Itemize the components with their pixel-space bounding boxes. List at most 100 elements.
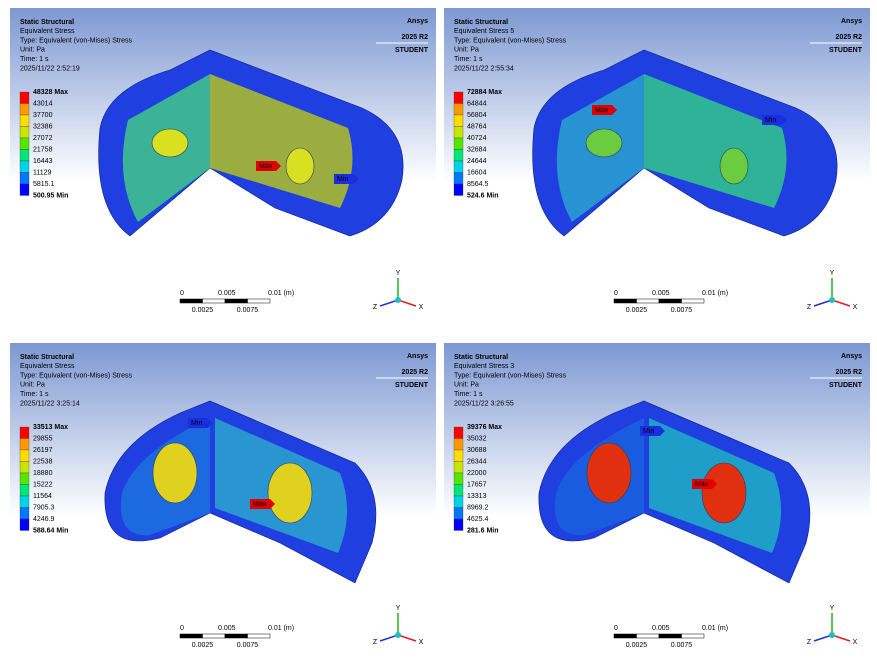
legend-label: 11129 xyxy=(33,169,52,176)
legend-swatch xyxy=(19,103,30,116)
probe-label: Min xyxy=(191,420,202,427)
scale-label: 0.0025 xyxy=(192,307,214,314)
legend-label: 64844 xyxy=(467,100,487,107)
legend-swatch xyxy=(453,183,464,196)
legend-label: 8969.2 xyxy=(467,504,489,511)
legend-swatch xyxy=(453,103,464,116)
legend-label: 32386 xyxy=(33,123,53,130)
probe-flag xyxy=(692,479,717,489)
header-line: 2025/11/22 2:52:19 xyxy=(20,65,80,72)
legend-swatch xyxy=(19,461,30,474)
scale-segment xyxy=(202,298,226,304)
scale-label: 0.01 (m) xyxy=(268,290,294,297)
legend-label: 4246.9 xyxy=(33,516,55,523)
logo-edition: STUDENT xyxy=(395,47,429,54)
scale-label: 0.005 xyxy=(218,625,236,632)
legend-swatch xyxy=(453,137,464,150)
legend-swatch xyxy=(453,91,464,104)
logo-brand: Ansys xyxy=(407,18,428,25)
header-line: Unit: Pa xyxy=(454,382,479,389)
hole xyxy=(719,147,749,185)
probe-flag xyxy=(256,161,281,171)
legend-label: 40724 xyxy=(467,135,487,142)
logo-version: 2025 R2 xyxy=(836,34,863,41)
logo-version: 2025 R2 xyxy=(402,34,429,41)
scale-label: 0 xyxy=(180,625,184,632)
legend-label: 5815.1 xyxy=(33,181,55,188)
legend-label: 30688 xyxy=(467,447,487,454)
scale-label: 0.0025 xyxy=(626,642,648,649)
scale-label: 0.005 xyxy=(652,290,670,297)
logo-edition: STUDENT xyxy=(829,382,863,389)
legend-label: 26344 xyxy=(467,458,487,465)
scale-segment xyxy=(636,298,660,304)
legend-label: 22000 xyxy=(467,470,487,477)
legend-label: 72884 Max xyxy=(467,89,502,96)
header-line: Equivalent Stress xyxy=(20,363,75,370)
legend-label: 500.95 Min xyxy=(33,192,68,199)
legend-label: 11564 xyxy=(33,493,52,500)
axis-label: Y xyxy=(830,605,835,612)
legend-swatch xyxy=(453,126,464,139)
legend-swatch xyxy=(19,438,30,451)
legend-swatch xyxy=(19,183,30,196)
header-line: Unit: Pa xyxy=(20,382,45,389)
header-line: Static Structural xyxy=(20,19,74,26)
legend-label: 524.6 Min xyxy=(467,192,499,199)
hole xyxy=(267,462,313,524)
legend-swatch xyxy=(19,160,30,173)
legend-swatch xyxy=(453,149,464,162)
axis-label: Y xyxy=(396,605,401,612)
legend-swatch xyxy=(19,126,30,139)
scale-label: 0.01 (m) xyxy=(702,625,728,632)
scale-label: 0.0075 xyxy=(237,642,259,649)
legend-swatch xyxy=(19,449,30,462)
legend-swatch xyxy=(453,449,464,462)
header-line: Static Structural xyxy=(454,354,508,361)
legend-label: 281.6 Min xyxy=(467,527,499,534)
legend-swatch xyxy=(19,426,30,439)
axis-label: Z xyxy=(807,639,812,646)
legend-label: 13313 xyxy=(467,493,487,500)
scale-segment xyxy=(681,633,705,639)
legend-label: 588.64 Min xyxy=(33,527,68,534)
legend-label: 21758 xyxy=(33,146,53,153)
header-line: Equivalent Stress 3 xyxy=(454,363,514,370)
header-line: Type: Equivalent (von-Mises) Stress xyxy=(454,372,567,379)
viewport: Static Structural Equivalent Stress Type: … xyxy=(10,8,436,324)
scale-label: 0 xyxy=(614,290,618,297)
probe-label: Max xyxy=(695,481,709,488)
axis-label: Y xyxy=(830,270,835,277)
scale-label: 0.01 (m) xyxy=(268,625,294,632)
scale-label: 0.0075 xyxy=(237,307,259,314)
legend-swatch xyxy=(19,495,30,508)
scale-segment xyxy=(224,633,248,639)
logo-brand: Ansys xyxy=(407,353,428,360)
scale-label: 0 xyxy=(180,290,184,297)
probe-flag xyxy=(640,426,665,436)
logo-brand: Ansys xyxy=(841,18,862,25)
probe-flag xyxy=(762,115,787,125)
legend-label: 43014 xyxy=(33,100,53,107)
legend-label: 22538 xyxy=(33,458,53,465)
axis-label: X xyxy=(419,304,424,311)
header-line: Time: 1 s xyxy=(20,56,49,63)
header-line: Type: Equivalent (von-Mises) Stress xyxy=(20,37,133,44)
viewport: Static Structural Equivalent Stress Type: … xyxy=(10,343,436,659)
axis-z xyxy=(379,634,399,642)
legend-swatch xyxy=(453,472,464,485)
header-line: Time: 1 s xyxy=(20,391,49,398)
legend-swatch xyxy=(453,438,464,451)
logo-brand: Ansys xyxy=(841,353,862,360)
header-line: Static Structural xyxy=(454,19,508,26)
legend-swatch xyxy=(453,461,464,474)
scale-segment xyxy=(179,633,203,639)
legend-label: 24644 xyxy=(467,158,487,165)
header-line: 2025/11/22 3:26:55 xyxy=(454,400,514,407)
scale-label: 0.0025 xyxy=(192,642,214,649)
probe-label: Min xyxy=(765,117,776,124)
header-line: Unit: Pa xyxy=(20,47,45,54)
scale-segment xyxy=(179,298,203,304)
scale-segment xyxy=(613,298,637,304)
legend-label: 26197 xyxy=(33,447,53,454)
